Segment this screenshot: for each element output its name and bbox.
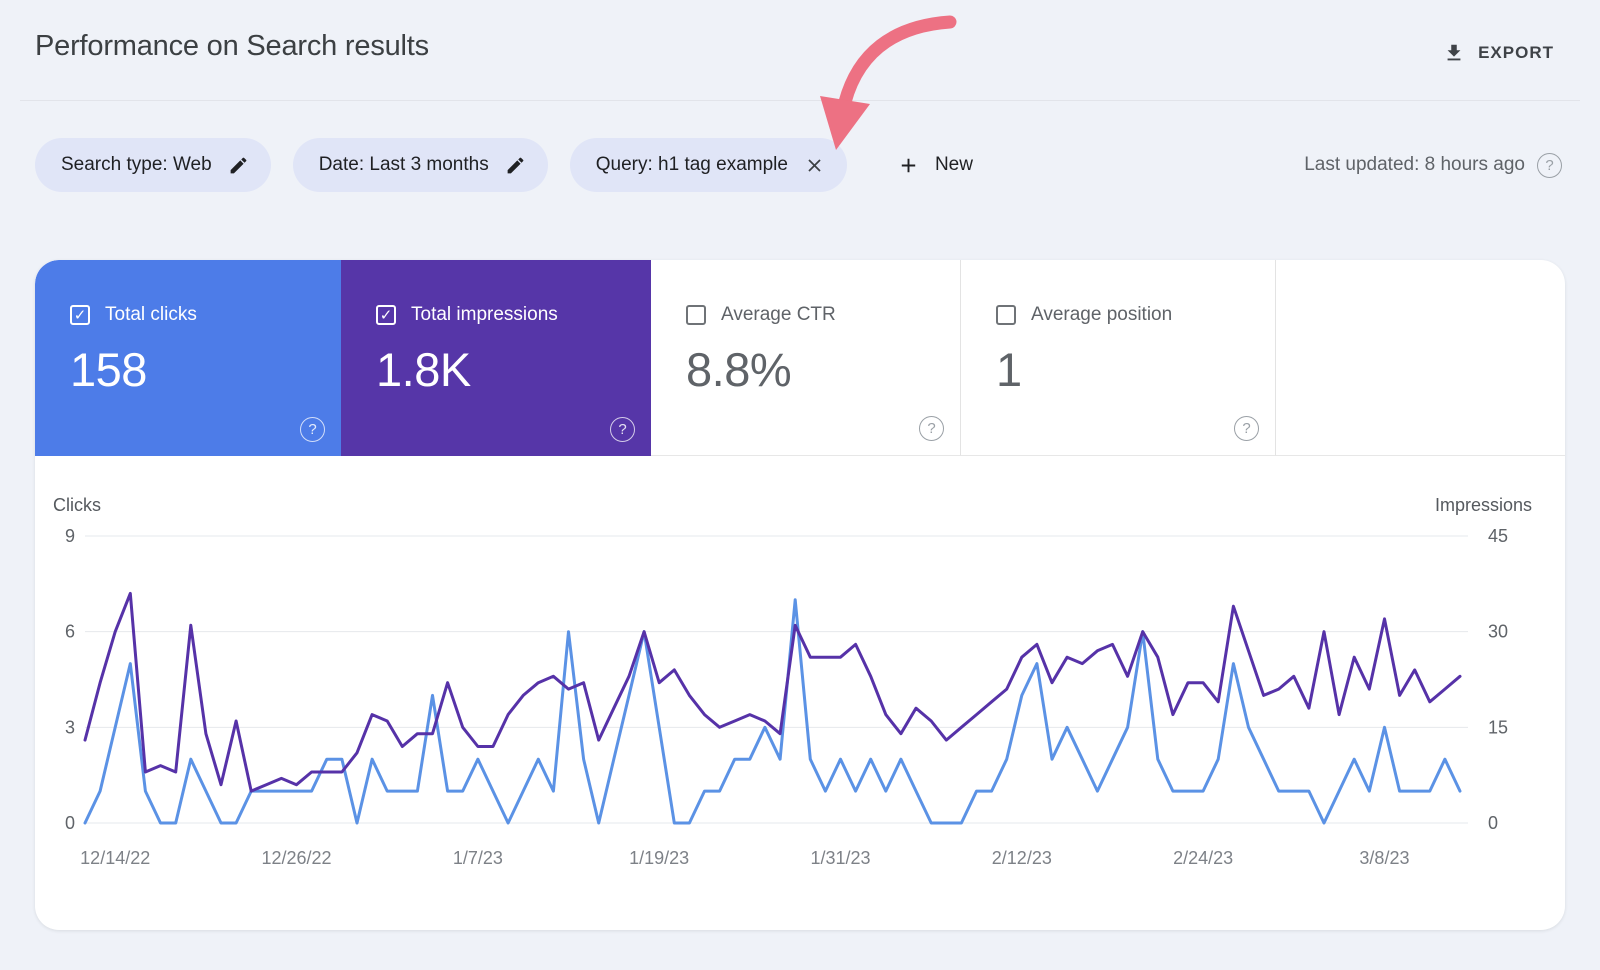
svg-text:2/24/23: 2/24/23 [1173,848,1233,868]
filter-chip-search-type[interactable]: Search type: Web [35,138,271,192]
svg-text:1/19/23: 1/19/23 [629,848,689,868]
svg-text:12/14/22: 12/14/22 [80,848,150,868]
help-icon[interactable] [300,417,325,442]
metric-value: 158 [70,343,147,396]
filter-chip-query[interactable]: Query: h1 tag example [569,138,847,192]
filter-chip-date[interactable]: Date: Last 3 months [292,138,548,192]
svg-text:15: 15 [1488,717,1508,737]
chip-label: Query: h1 tag example [595,154,788,175]
last-updated: Last updated: 8 hours ago [1304,138,1562,192]
svg-text:Clicks: Clicks [53,495,101,515]
metric-value: 8.8% [686,343,792,396]
metric-label: Total clicks [105,304,197,325]
metric-card-total-clicks[interactable]: Total clicks 158 [35,260,341,456]
header-divider [20,100,1580,101]
metric-value: 1.8K [376,343,471,396]
metric-label: Total impressions [411,304,558,325]
card-header: Average CTR [686,304,960,326]
plus-icon [901,158,916,172]
svg-text:30: 30 [1488,622,1508,642]
svg-text:2/12/23: 2/12/23 [992,848,1052,868]
last-updated-text: Last updated: 8 hours ago [1304,154,1525,175]
pencil-icon[interactable] [505,155,526,176]
export-label: EXPORT [1478,43,1554,62]
svg-text:1/31/23: 1/31/23 [810,848,870,868]
pencil-icon[interactable] [228,155,249,176]
card-header: Average position [996,304,1275,326]
metric-label: Average CTR [721,304,836,325]
metric-card-average-position[interactable]: Average position 1 [961,260,1276,456]
cards-row-filler [1276,260,1565,456]
metric-card-average-ctr[interactable]: Average CTR 8.8% [651,260,961,456]
svg-text:9: 9 [65,526,75,546]
help-icon[interactable] [919,416,944,441]
help-icon[interactable] [1537,152,1562,178]
new-filter-button[interactable]: New [887,146,983,185]
svg-text:3: 3 [65,717,75,737]
svg-text:0: 0 [65,813,75,833]
svg-text:Impressions: Impressions [1435,495,1532,515]
performance-panel: Total clicks 158 Total impressions 1.8K … [35,260,1565,930]
chip-label: Date: Last 3 months [318,154,489,175]
filter-row: Search type: Web Date: Last 3 months Que… [35,138,1565,192]
export-button[interactable]: EXPORT [1435,36,1562,70]
metric-value: 1 [996,343,1022,396]
help-icon[interactable] [610,417,635,442]
checkbox-icon[interactable] [376,305,396,325]
download-icon [1447,44,1461,61]
svg-text:3/8/23: 3/8/23 [1359,848,1409,868]
svg-text:1/7/23: 1/7/23 [453,848,503,868]
svg-text:45: 45 [1488,526,1508,546]
metric-label: Average position [1031,304,1173,325]
checkbox-icon[interactable] [686,305,706,325]
svg-text:0: 0 [1488,813,1498,833]
metric-cards-row: Total clicks 158 Total impressions 1.8K … [35,260,1565,456]
checkbox-icon[interactable] [70,305,90,325]
card-header: Total clicks [70,304,341,326]
chip-label: Search type: Web [61,154,212,175]
help-icon[interactable] [1234,416,1259,441]
page-title: Performance on Search results [35,30,429,62]
performance-line-chart[interactable]: 0 0 3 15 6 30 9 45 Clicks Impressions 12/14/22 12/2… [35,456,1565,930]
checkbox-icon[interactable] [996,305,1016,325]
svg-text:12/26/22: 12/26/22 [261,848,331,868]
card-header: Total impressions [376,304,651,326]
close-icon[interactable] [804,155,825,176]
metric-card-total-impressions[interactable]: Total impressions 1.8K [341,260,651,456]
svg-text:6: 6 [65,622,75,642]
new-label: New [934,154,973,175]
